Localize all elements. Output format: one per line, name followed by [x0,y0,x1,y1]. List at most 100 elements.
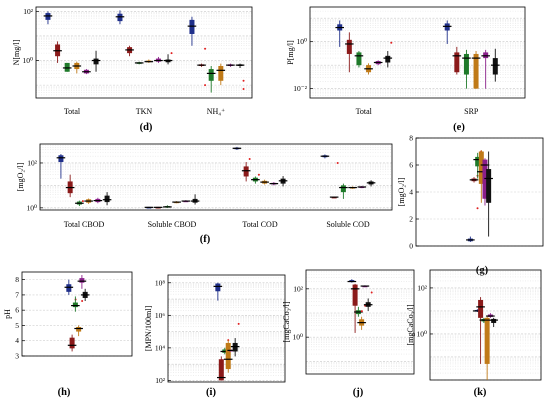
y-tick-label: 6 [15,306,19,315]
box-body [492,58,498,75]
y-tick-label: 10⁰ [22,56,33,65]
box-black [190,194,200,205]
panel-label: (e) [453,122,465,133]
box-body [117,13,123,22]
box-purple [82,69,91,75]
y-tick-label: 8 [15,275,19,284]
box-black [484,151,493,237]
box-body [64,62,70,72]
box-body [218,65,224,81]
y-tick-label: 10² [417,283,428,292]
y-tick-label: 7 [15,290,19,299]
box-orange [84,198,93,204]
y-axis-label: [MPN/100ml] [144,306,153,352]
box-darkred [345,32,354,73]
box-darkred [329,161,339,199]
box-body [473,53,479,89]
axes-frame [35,6,253,99]
box-body [76,326,82,332]
box-purple [154,56,163,63]
box-blue [187,16,197,46]
y-tick-label: 10² [27,158,38,167]
box-body [478,151,484,184]
box-black [235,63,245,90]
axes-frame [39,143,393,211]
axes-frame [309,6,526,99]
box-body [352,284,358,306]
box-black [230,322,240,357]
box-body [478,299,484,318]
y-axis-label: P[mg/l] [286,40,295,65]
box-purple [181,200,191,203]
y-tick-label: 10⁰ [26,203,37,212]
axes-frame [305,269,415,375]
category-label: Total CBOD [64,220,105,229]
box-black [278,176,288,187]
box-purple [480,158,490,206]
category-label: Soluble CBOD [148,220,197,229]
box-body [491,318,497,323]
box-black [489,317,498,328]
axes-frame [429,269,542,381]
y-tick-label: 10² [23,7,34,16]
box-body [93,58,99,65]
outlier-point [81,200,84,203]
box-blue [43,11,53,25]
box-orange [348,186,357,189]
outlier-point [242,79,245,82]
y-tick-label: 4 [15,336,19,345]
box-body [340,185,346,193]
outlier-point [257,173,260,176]
panel-label: (j) [353,387,364,398]
outlier-point [370,291,373,294]
box-darkred [241,158,251,182]
box-green [71,296,80,312]
box-body [475,156,481,167]
box-black [102,192,112,206]
box-body [356,52,362,66]
box-blue [232,146,242,150]
box-blue [213,282,223,301]
outlier-point [81,300,84,303]
y-axis-label: [mgCaCo₃/l] [406,304,415,345]
y-tick-label: 10⁴ [155,343,166,352]
box-green [62,62,72,72]
box-green [134,61,144,65]
panel-label: (k) [474,387,487,398]
outlier-point [170,52,173,55]
box-body [232,342,238,352]
panel-label: (i) [206,387,216,398]
box-purple [93,197,103,204]
category-label: Total [64,107,81,116]
box-orange [471,51,481,89]
box-body [243,166,249,177]
box-body [58,155,64,163]
box-purple [481,49,490,89]
box-blue [64,279,74,295]
y-axis-label: [mgCaCo₃/l] [282,301,291,342]
y-tick-label: 10⁰ [416,329,427,338]
y-tick-label: 10⁸ [155,278,166,287]
box-blue [320,154,330,159]
box-black [80,288,90,302]
box-body [218,359,224,381]
category-label: NH₄⁺ [207,107,226,116]
box-body [104,195,110,203]
box-black [91,50,101,72]
outlier-point [204,84,207,87]
y-tick-label: 10⁰ [292,333,303,342]
box-black [383,41,393,68]
panel-e: 10⁰ 10⁻² P[mg/l] Total SRP (e) [286,6,526,133]
box-orange [260,179,269,185]
box-purple [360,285,370,288]
box-black [363,291,373,312]
box-orange [482,316,492,380]
y-tick-label: 10⁰ [296,37,307,46]
box-green [206,65,216,93]
box-blue [335,20,345,47]
box-purple [77,275,87,289]
box-orange [72,61,82,74]
panel-label: (f) [200,234,211,245]
